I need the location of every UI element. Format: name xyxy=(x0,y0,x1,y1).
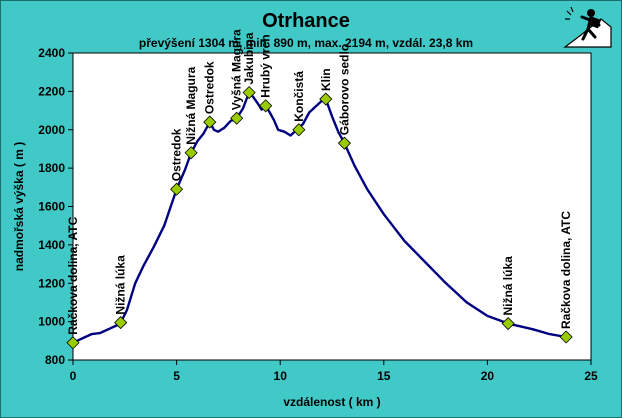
x-tick-label: 15 xyxy=(377,369,391,383)
waypoint-label: Gáborovo sedlo xyxy=(337,44,351,135)
waypoint-label: Nižná Magura xyxy=(184,66,198,144)
waypoint-label: Hrubý vrch xyxy=(259,34,273,97)
y-tick-label: 1800 xyxy=(38,161,65,175)
waypoint-label: Račkova dolina, ATC xyxy=(559,211,573,329)
x-tick-label: 20 xyxy=(481,369,495,383)
waypoint-marker xyxy=(259,99,273,113)
y-tick-label: 2200 xyxy=(38,84,65,98)
waypoint-label: Nižná lúka xyxy=(501,256,515,316)
x-tick-label: 25 xyxy=(584,369,598,383)
waypoint-marker xyxy=(242,85,256,100)
y-tick-label: 1400 xyxy=(38,238,65,252)
y-axis: 800 1000 1200 1400 1600 1800 2000 2200 2400 xyxy=(38,46,73,367)
y-tick-label: 1000 xyxy=(38,315,65,329)
waypoint-labels: Račkova dolina, ATC Nižná lúkaOstredokNiž… xyxy=(66,29,573,335)
chart-title: Otrhance xyxy=(262,10,350,32)
waypoint-marker xyxy=(501,316,515,331)
waypoint-marker xyxy=(184,146,198,160)
waypoint-marker xyxy=(230,111,244,125)
waypoint-marker xyxy=(114,316,128,330)
x-tick-label: 10 xyxy=(274,369,288,383)
chart-subtitle: převýšení 1304 m, min. 890 m, max. 2194 … xyxy=(138,36,474,50)
waypoint-marker xyxy=(203,115,217,129)
waypoint-label: Vyšná Magura xyxy=(230,29,244,110)
waypoint-label: Ostredok xyxy=(170,128,184,181)
x-tick-label: 5 xyxy=(173,369,180,383)
y-tick-label: 1200 xyxy=(38,276,65,290)
waypoint-marker xyxy=(292,123,306,137)
x-tick-label: 0 xyxy=(70,369,77,383)
waypoint-marker xyxy=(337,136,351,150)
waypoint-marker xyxy=(66,336,80,350)
y-axis-title: nadmořská výška ( m ) xyxy=(12,142,26,271)
waypoint-label: Klin xyxy=(319,68,333,91)
hiker-logo-icon xyxy=(563,6,612,48)
waypoint-label: Končistá xyxy=(292,71,306,122)
y-tick-label: 800 xyxy=(45,353,65,367)
waypoint-marker xyxy=(559,330,573,344)
waypoint-label: Račkova dolina, ATC xyxy=(66,216,80,334)
waypoint-marker xyxy=(319,92,333,106)
y-tick-label: 2000 xyxy=(38,123,65,137)
waypoint-label: Jakubina xyxy=(242,32,256,84)
y-tick-label: 1600 xyxy=(38,200,65,214)
waypoint-markers xyxy=(66,85,573,350)
plot-area xyxy=(72,52,592,361)
x-axis-title: vzdálenost ( km ) xyxy=(283,395,380,409)
waypoint-marker xyxy=(170,182,184,196)
waypoint-label: Nižná lúka xyxy=(114,255,128,315)
y-tick-label: 2400 xyxy=(38,46,65,60)
x-axis: 0 5 10 15 20 25 xyxy=(70,360,598,383)
waypoint-label: Ostredok xyxy=(203,61,217,114)
